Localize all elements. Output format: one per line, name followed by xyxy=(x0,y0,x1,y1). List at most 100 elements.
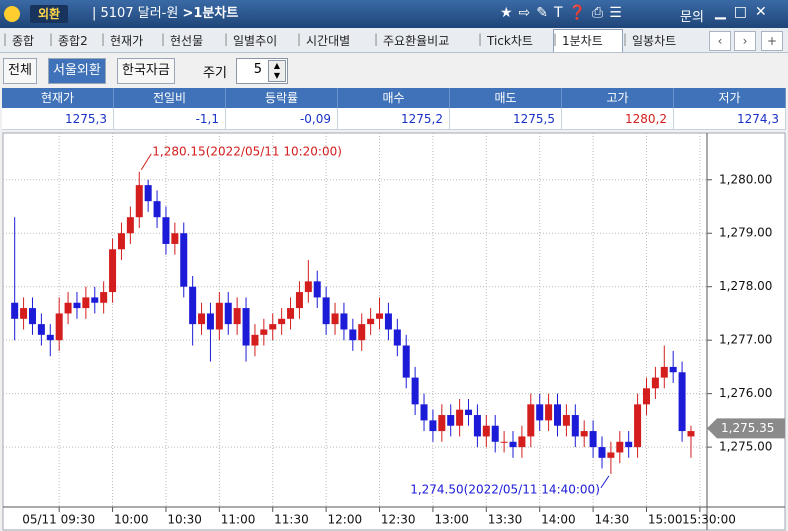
tab[interactable]: 현선물 xyxy=(170,34,204,48)
inquiry-button[interactable]: 문의 xyxy=(680,10,704,25)
candle-body xyxy=(117,233,125,250)
candle-body xyxy=(420,404,428,421)
y-tick-label: 1,277.00 xyxy=(719,333,772,347)
x-tick-label: 14:00 xyxy=(541,513,576,527)
tab-separator: | xyxy=(101,32,106,46)
candle-body xyxy=(473,415,481,437)
table-header: 저가 xyxy=(674,88,786,108)
candle-body xyxy=(509,441,517,448)
candle-body xyxy=(402,345,410,378)
candle-body xyxy=(215,302,223,330)
tab-prev[interactable]: ‹ xyxy=(709,31,731,51)
candle-body xyxy=(545,404,553,421)
candle-body xyxy=(589,431,597,448)
tab[interactable]: 1분차트 xyxy=(562,34,603,48)
x-tick-label: 14:30 xyxy=(595,513,630,527)
tab-add[interactable]: + xyxy=(761,31,783,51)
annotation-arrow xyxy=(600,475,610,489)
window-controls[interactable]: ▁□✕ xyxy=(715,4,775,20)
candle-body xyxy=(144,185,152,202)
tab[interactable]: 주요환율비교 xyxy=(383,34,450,48)
title-arrow: > xyxy=(182,6,194,21)
candle-body xyxy=(206,313,214,330)
tab-separator: | xyxy=(161,32,166,46)
candle-body xyxy=(687,431,695,437)
candle-body xyxy=(295,292,303,309)
tab[interactable]: 종합2 xyxy=(58,34,88,48)
annotation-high: 1,280.15(2022/05/11 10:20:00) xyxy=(152,144,342,158)
candle-body xyxy=(358,324,366,341)
candle-body xyxy=(304,281,312,293)
candle-body xyxy=(456,409,464,426)
table-cell: 1275,2 xyxy=(338,108,450,130)
candle-body xyxy=(224,302,232,325)
candle-body xyxy=(28,308,36,325)
candle-body xyxy=(349,329,357,341)
screen-code: 5107 달러-원 xyxy=(100,6,179,21)
active-tab xyxy=(553,29,623,52)
x-tick-label: 13:30 xyxy=(488,513,523,527)
x-tick-label: 12:00 xyxy=(328,513,363,527)
candle-body xyxy=(82,297,90,309)
period-label: 주기 xyxy=(203,66,227,81)
candle-body xyxy=(331,313,339,325)
tab[interactable]: Tick차트 xyxy=(487,34,533,48)
candle-body xyxy=(109,249,117,293)
annotation-arrow xyxy=(140,153,152,171)
candle-body xyxy=(135,185,143,218)
tab[interactable]: 일별추이 xyxy=(233,34,278,48)
toolbar-icons[interactable]: ★⇨✎T❓⎙☰ xyxy=(500,5,628,21)
spinner-arrows[interactable]: ▲ ▼ xyxy=(268,60,286,82)
filter-button[interactable]: 서울외환 xyxy=(48,58,106,84)
window-title: | 5107 달러-원 >1분차트 xyxy=(92,6,239,21)
candle-body xyxy=(438,415,446,432)
tab[interactable]: 시간대별 xyxy=(306,34,351,48)
candle-body xyxy=(20,308,28,319)
x-tick-label: 11:00 xyxy=(221,513,256,527)
tab-separator: | xyxy=(478,32,483,46)
candle-body xyxy=(518,436,526,448)
candle-body xyxy=(465,409,473,416)
title-bar xyxy=(0,0,788,28)
tab-next[interactable]: › xyxy=(734,31,756,51)
candle-body xyxy=(651,377,659,389)
candle-body xyxy=(46,334,54,341)
tab[interactable]: 일봉차트 xyxy=(632,34,677,48)
candle-body xyxy=(580,431,588,437)
screen-name: 1분차트 xyxy=(193,6,239,21)
last-price-tag xyxy=(707,418,785,439)
candle-body xyxy=(55,313,63,341)
candle-body xyxy=(278,318,286,325)
candle-body xyxy=(500,441,508,443)
y-tick-label: 1,280.00 xyxy=(719,172,772,186)
candle-body xyxy=(393,329,401,346)
candle-body xyxy=(607,452,615,458)
filter-button[interactable]: 전체 xyxy=(3,58,37,84)
candle-body xyxy=(313,281,321,298)
candle-body xyxy=(429,420,437,432)
candle-body xyxy=(180,233,188,287)
candle-body xyxy=(625,441,633,448)
y-tick-label: 1,275.00 xyxy=(719,440,772,454)
tab-bar xyxy=(0,28,788,53)
candle-body xyxy=(233,308,241,325)
app-icon xyxy=(4,6,20,22)
y-tick-label: 1,279.00 xyxy=(719,226,772,240)
table-header: 등락률 xyxy=(226,88,338,108)
tab[interactable]: 현재가 xyxy=(110,34,144,48)
table-header: 매도 xyxy=(450,88,562,108)
table-header: 매수 xyxy=(338,88,450,108)
candle-body xyxy=(126,217,134,234)
candle-body xyxy=(100,292,108,303)
x-tick-label: 15:00 xyxy=(648,513,683,527)
tab[interactable]: 종합 xyxy=(12,34,35,48)
candle-body xyxy=(598,447,606,458)
filter-button[interactable]: 한국자금 xyxy=(117,58,175,84)
period-value[interactable]: 5 xyxy=(253,62,262,77)
y-tick-label: 1,278.00 xyxy=(719,279,772,293)
x-tick-label: 13:00 xyxy=(434,513,469,527)
candle-body xyxy=(340,313,348,330)
candle-body xyxy=(562,415,570,426)
